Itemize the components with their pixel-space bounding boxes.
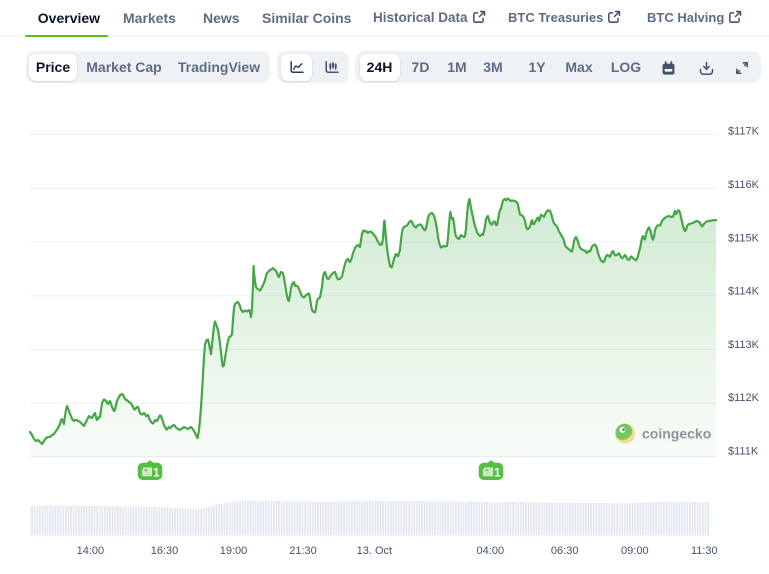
svg-text:04:00: 04:00	[477, 545, 505, 557]
svg-text:11:30: 11:30	[691, 545, 718, 557]
svg-text:06:30: 06:30	[551, 545, 579, 557]
svg-text:21:30: 21:30	[289, 545, 317, 557]
svg-text:$114K: $114K	[728, 286, 760, 298]
svg-text:$112K: $112K	[728, 392, 760, 404]
svg-text:14:00: 14:00	[77, 545, 105, 557]
svg-text:$117K: $117K	[728, 126, 760, 138]
svg-text:09:00: 09:00	[621, 545, 649, 557]
svg-text:coingecko: coingecko	[642, 425, 711, 441]
svg-text:1: 1	[153, 467, 160, 479]
svg-text:19:00: 19:00	[220, 545, 248, 557]
svg-text:$111K: $111K	[728, 446, 759, 458]
svg-text:1: 1	[494, 467, 501, 479]
svg-text:$115K: $115K	[728, 232, 760, 244]
svg-text:16:30: 16:30	[151, 545, 179, 557]
svg-text:$113K: $113K	[728, 339, 760, 351]
svg-text:$116K: $116K	[728, 179, 760, 191]
svg-text:13. Oct: 13. Oct	[357, 545, 392, 557]
